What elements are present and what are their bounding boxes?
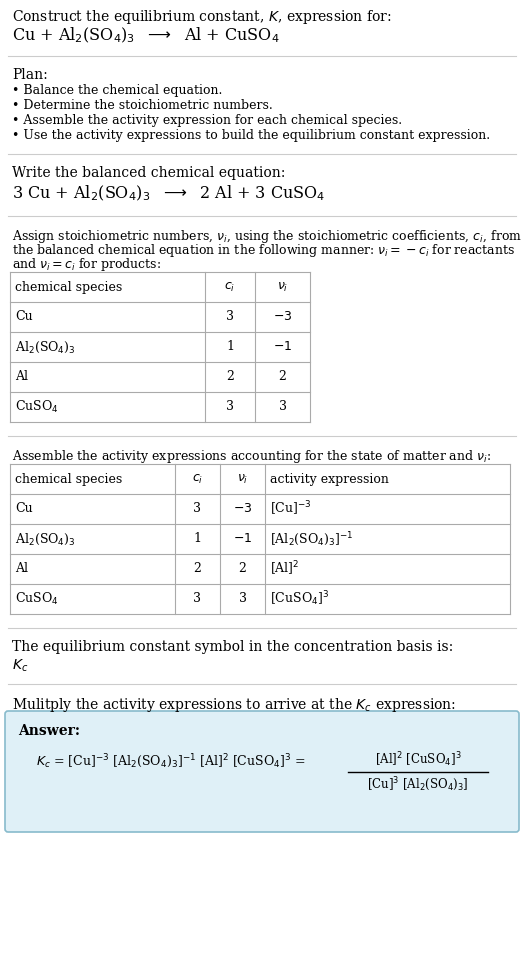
Text: 2: 2 — [226, 371, 234, 383]
Text: Plan:: Plan: — [12, 68, 48, 82]
Text: 3: 3 — [193, 593, 202, 605]
Text: 2: 2 — [193, 562, 201, 576]
Text: Cu + Al$_2$(SO$_4$)$_3$  $\longrightarrow$  Al + CuSO$_4$: Cu + Al$_2$(SO$_4$)$_3$ $\longrightarrow… — [12, 26, 280, 45]
Text: Construct the equilibrium constant, $K$, expression for:: Construct the equilibrium constant, $K$,… — [12, 8, 391, 26]
Text: Al$_2$(SO$_4$)$_3$: Al$_2$(SO$_4$)$_3$ — [15, 531, 76, 547]
Text: $c_i$: $c_i$ — [224, 281, 236, 293]
Text: • Balance the chemical equation.: • Balance the chemical equation. — [12, 84, 222, 97]
Text: Answer:: Answer: — [18, 724, 80, 738]
Text: $K_c$: $K_c$ — [12, 658, 28, 675]
Text: chemical species: chemical species — [15, 281, 122, 293]
Text: Assign stoichiometric numbers, $\nu_i$, using the stoichiometric coefficients, $: Assign stoichiometric numbers, $\nu_i$, … — [12, 228, 522, 245]
Text: 3 Cu + Al$_2$(SO$_4$)$_3$  $\longrightarrow$  2 Al + 3 CuSO$_4$: 3 Cu + Al$_2$(SO$_4$)$_3$ $\longrightarr… — [12, 184, 325, 204]
Text: $-3$: $-3$ — [233, 503, 252, 515]
Text: and $\nu_i = c_i$ for products:: and $\nu_i = c_i$ for products: — [12, 256, 161, 273]
Text: $K_c$ = [Cu]$^{-3}$ [Al$_2$(SO$_4$)$_3$]$^{-1}$ [Al]$^2$ [CuSO$_4$]$^3$ =: $K_c$ = [Cu]$^{-3}$ [Al$_2$(SO$_4$)$_3$]… — [36, 752, 305, 770]
Text: Assemble the activity expressions accounting for the state of matter and $\nu_i$: Assemble the activity expressions accoun… — [12, 448, 491, 465]
Text: $-1$: $-1$ — [233, 532, 252, 546]
Text: • Determine the stoichiometric numbers.: • Determine the stoichiometric numbers. — [12, 99, 273, 112]
Text: The equilibrium constant symbol in the concentration basis is:: The equilibrium constant symbol in the c… — [12, 640, 453, 654]
Text: [Cu]$^{-3}$: [Cu]$^{-3}$ — [270, 500, 312, 518]
Text: Mulitply the activity expressions to arrive at the $K_c$ expression:: Mulitply the activity expressions to arr… — [12, 696, 456, 714]
Text: $c_i$: $c_i$ — [192, 473, 203, 485]
Text: 3: 3 — [238, 593, 246, 605]
Text: $\nu_i$: $\nu_i$ — [277, 281, 288, 293]
Text: CuSO$_4$: CuSO$_4$ — [15, 591, 59, 607]
Text: 2: 2 — [279, 371, 287, 383]
Text: [Al]$^2$ [CuSO$_4$]$^3$: [Al]$^2$ [CuSO$_4$]$^3$ — [375, 751, 461, 769]
Text: 3: 3 — [226, 401, 234, 413]
Text: [CuSO$_4$]$^3$: [CuSO$_4$]$^3$ — [270, 590, 329, 608]
Text: Cu: Cu — [15, 503, 32, 515]
Text: Al: Al — [15, 562, 28, 576]
Text: 1: 1 — [193, 532, 202, 546]
Text: Al$_2$(SO$_4$)$_3$: Al$_2$(SO$_4$)$_3$ — [15, 339, 76, 355]
Text: • Use the activity expressions to build the equilibrium constant expression.: • Use the activity expressions to build … — [12, 129, 490, 142]
Text: Cu: Cu — [15, 310, 32, 324]
Text: • Assemble the activity expression for each chemical species.: • Assemble the activity expression for e… — [12, 114, 402, 127]
Text: the balanced chemical equation in the following manner: $\nu_i = -c_i$ for react: the balanced chemical equation in the fo… — [12, 242, 515, 259]
Text: 3: 3 — [278, 401, 287, 413]
Text: $\nu_i$: $\nu_i$ — [237, 473, 248, 485]
Text: [Cu]$^3$ [Al$_2$(SO$_4$)$_3$]: [Cu]$^3$ [Al$_2$(SO$_4$)$_3$] — [367, 775, 469, 793]
Text: [Al$_2$(SO$_4$)$_3$]$^{-1}$: [Al$_2$(SO$_4$)$_3$]$^{-1}$ — [270, 530, 354, 548]
Text: 1: 1 — [226, 340, 234, 354]
FancyBboxPatch shape — [5, 711, 519, 832]
Text: $-3$: $-3$ — [273, 310, 292, 324]
Text: CuSO$_4$: CuSO$_4$ — [15, 399, 59, 415]
Text: Al: Al — [15, 371, 28, 383]
Text: $-1$: $-1$ — [273, 340, 292, 354]
Text: Write the balanced chemical equation:: Write the balanced chemical equation: — [12, 166, 286, 180]
Text: activity expression: activity expression — [270, 473, 389, 485]
Text: [Al]$^2$: [Al]$^2$ — [270, 560, 300, 579]
Text: 2: 2 — [238, 562, 246, 576]
Text: 3: 3 — [193, 503, 202, 515]
Text: chemical species: chemical species — [15, 473, 122, 485]
Text: 3: 3 — [226, 310, 234, 324]
